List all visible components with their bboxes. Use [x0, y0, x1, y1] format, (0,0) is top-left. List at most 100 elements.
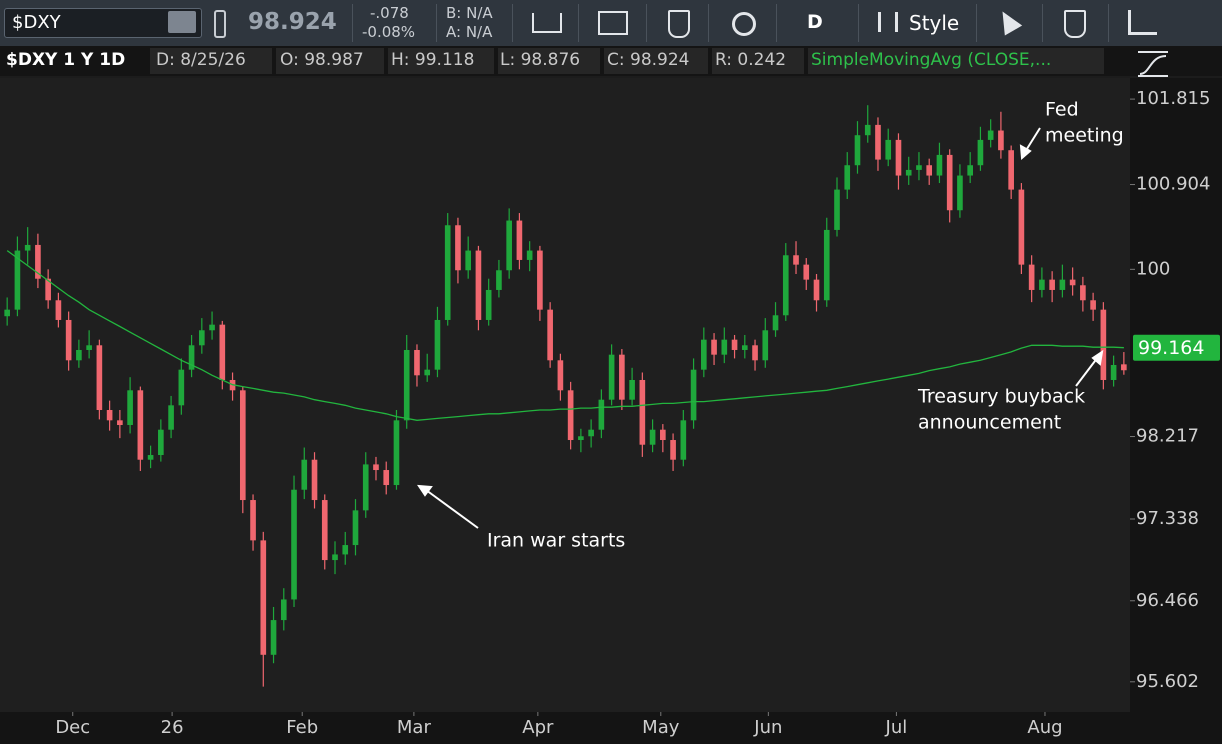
separator [352, 4, 353, 42]
candle-body [96, 345, 103, 411]
candle-body [516, 220, 523, 260]
candle-body [1100, 309, 1107, 380]
candle-body [567, 390, 574, 441]
x-tick-label: May [642, 717, 680, 738]
high: H: 99.118 [391, 50, 475, 70]
share-icon[interactable] [532, 13, 562, 33]
candle-body [957, 175, 963, 211]
arrowhead [1019, 144, 1032, 161]
cell [712, 48, 804, 74]
candle-body [332, 554, 338, 561]
candle-body [547, 309, 553, 361]
candle-body [158, 429, 164, 456]
study-label: SimpleMovingAvg (CLOSE,... [811, 50, 1052, 70]
candle-body [506, 220, 512, 271]
candle-body [803, 264, 810, 280]
candle-body [998, 130, 1004, 151]
candle-body [260, 540, 267, 655]
ask: A: N/A [446, 23, 493, 41]
candle-body [752, 345, 758, 361]
arrowhead [1091, 349, 1104, 366]
candle-body [875, 124, 881, 160]
candle-body [1039, 279, 1045, 290]
separator [976, 4, 977, 42]
y-tick-label: 100 [1136, 258, 1170, 279]
candle-body [147, 455, 154, 460]
arrow [1075, 356, 1099, 387]
candle-body [342, 545, 349, 555]
candle-body [629, 379, 635, 400]
y-tick-label: 95.602 [1136, 671, 1199, 692]
separator [436, 4, 437, 42]
candle-body [24, 244, 31, 251]
cell [388, 48, 494, 74]
last-value-box [1133, 334, 1220, 361]
info-icon[interactable] [598, 11, 628, 35]
y-tick-label: 96.466 [1136, 590, 1199, 611]
annotation-arrows [417, 127, 1104, 529]
y-tick-label: 101.815 [1136, 88, 1210, 109]
candle-body [895, 139, 902, 176]
separator [1042, 4, 1043, 42]
candle-body [1018, 189, 1025, 265]
candle-body [291, 489, 297, 600]
settings-icon[interactable] [732, 12, 756, 36]
candle-body [660, 429, 666, 441]
candle-body [393, 420, 400, 486]
style-button[interactable]: Style [909, 11, 960, 35]
studies-icon[interactable] [668, 10, 690, 38]
candle-body [608, 354, 615, 400]
cell [150, 48, 272, 74]
candle-body [403, 349, 410, 421]
candle-body [301, 459, 308, 490]
candle-body [813, 279, 820, 301]
candle-body [762, 330, 769, 361]
style-icon[interactable] [878, 12, 898, 32]
candle-body [4, 309, 10, 317]
price-axis [1130, 78, 1222, 712]
candle-body [199, 330, 205, 346]
last-value-label: 99.164 [1138, 337, 1204, 359]
cell [808, 48, 1104, 74]
candle-body [967, 165, 973, 176]
cell [276, 48, 384, 74]
plot-area [0, 78, 1130, 712]
drawing-icon[interactable] [1128, 10, 1157, 35]
candle-body [168, 405, 174, 430]
x-tick-label: 26 [161, 717, 184, 738]
separator [1108, 4, 1109, 42]
candle-body [465, 250, 472, 271]
candle-body [526, 250, 533, 260]
arrowhead [417, 484, 433, 497]
link-icon[interactable] [214, 10, 226, 38]
candle-body [219, 324, 226, 380]
candle-body [987, 130, 994, 140]
candle-body [926, 165, 933, 176]
candle-body [106, 410, 113, 421]
period[interactable]: D [807, 11, 823, 33]
candle-body [14, 250, 21, 310]
flask-icon[interactable] [1064, 10, 1086, 38]
date: D: 8/25/26 [156, 50, 246, 70]
candle-body [496, 270, 502, 290]
sma-line [6, 250, 1124, 421]
x-tick-label: Aug [1027, 717, 1062, 738]
annotation: meeting [1045, 125, 1124, 147]
cell [498, 48, 600, 74]
candle-body [639, 379, 646, 445]
candle-body [823, 229, 830, 301]
study-icon[interactable] [1138, 51, 1168, 77]
pct-change: -0.08% [362, 23, 416, 41]
symbol-dropdown[interactable] [168, 11, 196, 33]
annotations: Fed meeting Iran war starts Treasury buy… [487, 99, 1124, 552]
close: C: 98.924 [607, 50, 690, 70]
y-tick-label: 97.338 [1136, 508, 1199, 529]
candle-body [690, 369, 697, 421]
candle-body [1080, 285, 1086, 301]
candle-body [475, 250, 482, 320]
candle-body [700, 339, 707, 370]
candle-body [280, 599, 287, 621]
arrow [1024, 127, 1041, 153]
candle-body [711, 339, 717, 355]
candle-body [741, 345, 748, 350]
